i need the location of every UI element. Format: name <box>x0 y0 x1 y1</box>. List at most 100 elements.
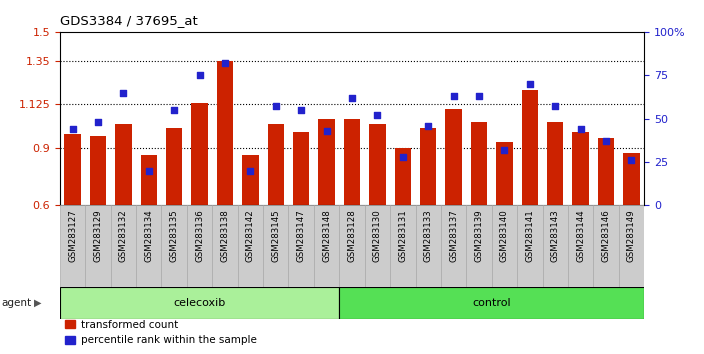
Point <box>499 147 510 153</box>
Bar <box>547 122 563 205</box>
Text: GDS3384 / 37695_at: GDS3384 / 37695_at <box>60 14 198 27</box>
Point <box>346 95 358 101</box>
Point <box>168 107 180 113</box>
Bar <box>268 124 284 205</box>
Bar <box>238 205 263 287</box>
Point <box>397 154 408 160</box>
Point <box>270 104 282 109</box>
Point <box>92 119 103 125</box>
Bar <box>289 205 314 287</box>
Bar <box>314 205 339 287</box>
Point <box>321 128 332 133</box>
Bar <box>593 205 619 287</box>
Bar <box>60 205 85 287</box>
Bar <box>293 132 310 205</box>
Bar <box>572 132 589 205</box>
Text: GSM283138: GSM283138 <box>220 209 230 262</box>
Text: GSM283128: GSM283128 <box>348 209 356 262</box>
Bar <box>496 142 513 205</box>
Bar <box>365 205 390 287</box>
Bar <box>187 205 213 287</box>
Text: GSM283141: GSM283141 <box>525 209 534 262</box>
Text: GSM283142: GSM283142 <box>246 209 255 262</box>
Point <box>422 123 434 129</box>
Text: GSM283134: GSM283134 <box>144 209 153 262</box>
Bar <box>166 128 182 205</box>
Bar <box>85 205 111 287</box>
Bar <box>89 136 106 205</box>
Text: GSM283137: GSM283137 <box>449 209 458 262</box>
Point <box>194 73 205 78</box>
Bar <box>339 287 644 319</box>
Bar <box>191 103 208 205</box>
Bar <box>517 205 543 287</box>
Bar <box>619 205 644 287</box>
Text: control: control <box>472 298 511 308</box>
Point <box>143 168 154 173</box>
Text: GSM283145: GSM283145 <box>271 209 280 262</box>
Bar <box>471 122 487 205</box>
Text: GSM283131: GSM283131 <box>398 209 408 262</box>
Text: GSM283129: GSM283129 <box>94 209 103 262</box>
Bar <box>318 119 335 205</box>
Bar <box>441 205 466 287</box>
Bar <box>522 90 538 205</box>
Bar <box>339 205 365 287</box>
Bar <box>161 205 187 287</box>
Text: GSM283127: GSM283127 <box>68 209 77 262</box>
Bar <box>115 124 132 205</box>
Point <box>626 158 637 163</box>
Text: celecoxib: celecoxib <box>173 298 226 308</box>
Bar <box>60 287 339 319</box>
Bar <box>491 205 517 287</box>
Bar <box>213 205 238 287</box>
Text: GSM283146: GSM283146 <box>601 209 610 262</box>
Bar <box>344 119 360 205</box>
Text: ▶: ▶ <box>34 298 42 308</box>
Point <box>524 81 536 87</box>
Legend: transformed count, percentile rank within the sample: transformed count, percentile rank withi… <box>65 320 256 345</box>
Bar <box>242 155 258 205</box>
Text: GSM283133: GSM283133 <box>424 209 433 262</box>
Text: GSM283135: GSM283135 <box>170 209 179 262</box>
Bar <box>263 205 289 287</box>
Text: agent: agent <box>1 298 32 308</box>
Point <box>448 93 459 99</box>
Text: GSM283140: GSM283140 <box>500 209 509 262</box>
Point <box>296 107 307 113</box>
Text: GSM283148: GSM283148 <box>322 209 331 262</box>
Bar <box>623 153 640 205</box>
Text: GSM283143: GSM283143 <box>551 209 560 262</box>
Text: GSM283147: GSM283147 <box>296 209 306 262</box>
Point <box>601 138 612 144</box>
Point <box>67 126 78 132</box>
Bar <box>394 148 411 205</box>
Bar <box>420 128 436 205</box>
Bar <box>217 61 233 205</box>
Point <box>220 60 231 66</box>
Text: GSM283144: GSM283144 <box>576 209 585 262</box>
Text: GSM283132: GSM283132 <box>119 209 128 262</box>
Bar <box>369 124 386 205</box>
Bar <box>543 205 568 287</box>
Bar <box>111 205 136 287</box>
Bar <box>466 205 491 287</box>
Point <box>550 104 561 109</box>
Text: GSM283149: GSM283149 <box>627 209 636 262</box>
Bar <box>136 205 161 287</box>
Text: GSM283136: GSM283136 <box>195 209 204 262</box>
Bar <box>141 155 157 205</box>
Point <box>118 90 129 96</box>
Text: GSM283130: GSM283130 <box>373 209 382 262</box>
Text: GSM283139: GSM283139 <box>474 209 484 262</box>
Point <box>473 93 484 99</box>
Bar <box>598 138 615 205</box>
Point <box>575 126 586 132</box>
Bar <box>415 205 441 287</box>
Bar <box>64 134 81 205</box>
Bar <box>446 109 462 205</box>
Point <box>372 112 383 118</box>
Bar <box>390 205 415 287</box>
Bar <box>568 205 593 287</box>
Point <box>245 168 256 173</box>
